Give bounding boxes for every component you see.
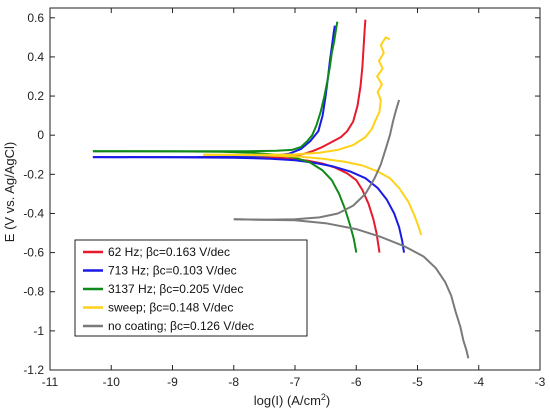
series-line-cathodic: [203, 153, 423, 236]
x-tick-label: -3: [535, 375, 546, 389]
y-tick-label: -0.8: [23, 285, 44, 299]
y-axis-label: E (V vs. Ag/AgCl): [2, 142, 17, 242]
series-line-cathodic: [92, 156, 405, 253]
legend-label: 62 Hz; βc=0.163 V/dec: [108, 245, 230, 259]
y-tick-label: -1: [33, 324, 44, 338]
x-tick-label: -7: [290, 375, 301, 389]
x-tick-label: -6: [351, 375, 362, 389]
series-line-cathodic: [233, 218, 470, 359]
legend-label: 713 Hz; βc=0.103 V/dec: [108, 264, 237, 278]
legend: 62 Hz; βc=0.163 V/dec 713 Hz; βc=0.103 V/…: [74, 239, 308, 337]
series-3: [203, 36, 423, 236]
legend-label: sweep; βc=0.148 V/dec: [108, 301, 233, 315]
y-tick-label: -1.2: [23, 363, 44, 377]
y-tick-label: 0.6: [27, 11, 44, 25]
series-line-anodic: [233, 99, 401, 221]
series-line-anodic: [203, 36, 391, 156]
series-line-anodic: [92, 21, 339, 153]
y-tick-label: -0.2: [23, 167, 44, 181]
x-axis-label: log(I) (A/cm2): [254, 392, 331, 408]
x-tick-label: -9: [167, 375, 178, 389]
legend-label: 3137 Hz; βc=0.205 V/dec: [108, 282, 243, 296]
series-layer: [92, 19, 470, 359]
series-2: [92, 21, 358, 253]
series-line-cathodic: [92, 150, 358, 253]
x-tick-label: -11: [42, 375, 59, 389]
x-tick-label: -4: [473, 375, 484, 389]
y-tick-label: 0.2: [27, 89, 44, 103]
y-axis: 0.6 0.4 0.2 0 -0.2 -0.4 -0.6 -0.8 -1 -1.2: [23, 11, 540, 377]
x-tick-label: -8: [228, 375, 239, 389]
legend-label: no coating; βc=0.126 V/dec: [108, 319, 254, 333]
x-axis: -11 -10 -9 -8 -7 -6 -5 -4 -3: [42, 8, 546, 389]
y-tick-label: -0.4: [23, 206, 44, 220]
x-tick-label: -5: [412, 375, 423, 389]
y-tick-label: 0: [37, 128, 44, 142]
y-tick-label: -0.6: [23, 246, 44, 260]
series-4: [233, 99, 470, 359]
y-tick-label: 0.4: [27, 50, 44, 64]
x-tick-label: -10: [103, 375, 121, 389]
legend-box: [74, 239, 308, 337]
